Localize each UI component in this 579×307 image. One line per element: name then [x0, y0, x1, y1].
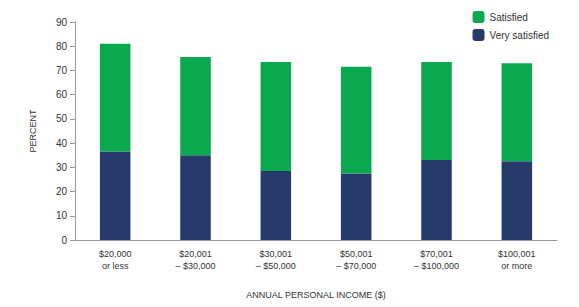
- svg-text:Very satisfied: Very satisfied: [490, 30, 549, 41]
- svg-text:– $100,000: – $100,000: [414, 261, 459, 271]
- svg-text:80: 80: [56, 41, 68, 52]
- svg-text:or more: or more: [501, 261, 532, 271]
- svg-text:60: 60: [56, 89, 68, 100]
- svg-text:$20,000: $20,000: [99, 249, 132, 259]
- svg-text:– $50,000: – $50,000: [256, 261, 296, 271]
- svg-text:PERCENT: PERCENT: [28, 109, 38, 153]
- svg-text:– $70,000: – $70,000: [336, 261, 376, 271]
- svg-text:ANNUAL PERSONAL INCOME ($): ANNUAL PERSONAL INCOME ($): [246, 290, 385, 300]
- svg-text:Satisfied: Satisfied: [490, 12, 528, 23]
- svg-text:70: 70: [56, 65, 68, 76]
- svg-text:or less: or less: [102, 261, 129, 271]
- svg-text:30: 30: [56, 162, 68, 173]
- svg-text:$20,001: $20,001: [179, 249, 212, 259]
- svg-text:20: 20: [56, 186, 68, 197]
- svg-text:$50,001: $50,001: [340, 249, 373, 259]
- svg-text:0: 0: [61, 235, 67, 246]
- svg-text:40: 40: [56, 138, 68, 149]
- svg-text:– $30,000: – $30,000: [175, 261, 215, 271]
- svg-text:$100,001: $100,001: [498, 249, 536, 259]
- svg-text:90: 90: [56, 17, 68, 28]
- svg-text:$70,001: $70,001: [420, 249, 453, 259]
- svg-text:50: 50: [56, 113, 68, 124]
- svg-text:10: 10: [56, 210, 68, 221]
- svg-text:$30,001: $30,001: [260, 249, 293, 259]
